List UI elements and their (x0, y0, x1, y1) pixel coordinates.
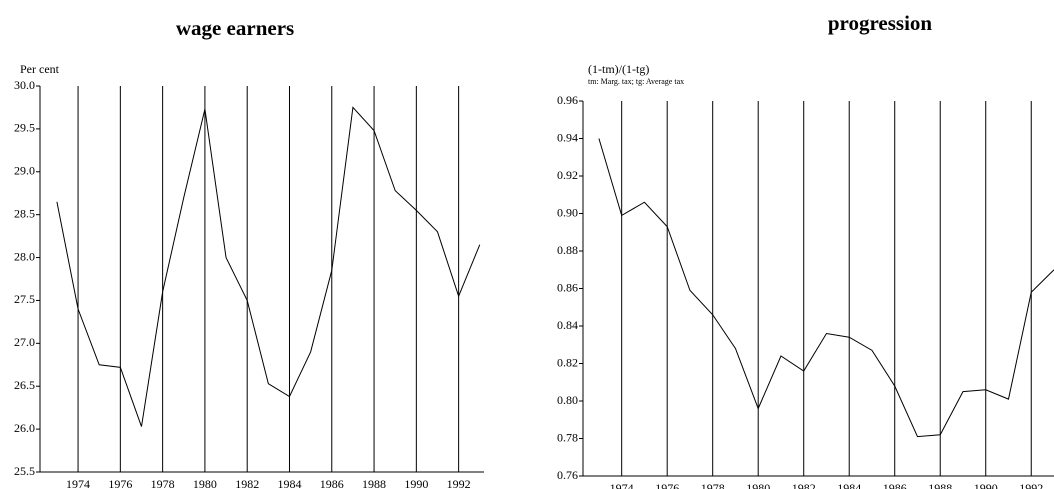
x-tick-label: 1986 (883, 481, 907, 489)
x-tick-label: 1982 (792, 481, 816, 489)
y-tick-label: 28.5 (14, 206, 35, 220)
y-tick-label: 0.84 (557, 318, 578, 332)
x-tick-label: 1974 (66, 477, 90, 489)
y-tick-label: 0.78 (557, 430, 578, 444)
x-tick-label: 1988 (362, 477, 386, 489)
data-line (598, 138, 1054, 438)
x-tick-label: 1976 (108, 477, 132, 489)
chart-title: progression (828, 11, 933, 35)
y-tick-label: 26.5 (14, 378, 35, 392)
y-tick-label: 0.90 (557, 205, 578, 219)
y-tick-label: 29.5 (14, 121, 35, 135)
x-tick-label: 1984 (837, 481, 861, 489)
x-tick-label: 1992 (1019, 481, 1043, 489)
y-tick-label: 25.5 (14, 464, 35, 478)
y-tick-label: 0.80 (557, 393, 578, 407)
x-tick-label: 1978 (701, 481, 725, 489)
x-tick-label: 1976 (655, 481, 679, 489)
y-tick-label: 27.5 (14, 292, 35, 306)
x-tick-label: 1974 (610, 481, 634, 489)
y-tick-label: 26.0 (14, 421, 35, 435)
x-tick-label: 1988 (928, 481, 952, 489)
x-tick-label: 1992 (447, 477, 471, 489)
y-tick-label: 0.94 (557, 130, 578, 144)
y-tick-label: 0.88 (557, 243, 578, 257)
y-tick-label: 29.0 (14, 164, 35, 178)
x-tick-label: 1986 (320, 477, 344, 489)
y-tick-label: 28.0 (14, 249, 35, 263)
x-tick-label: 1980 (746, 481, 770, 489)
x-tick-label: 1984 (277, 477, 301, 489)
y-axis-label: Per cent (20, 62, 60, 76)
x-tick-label: 1982 (235, 477, 259, 489)
axis-note: tm: Marg. tax; tg: Average tax (588, 77, 684, 86)
y-tick-label: 0.76 (557, 468, 578, 482)
y-tick-label: 0.92 (557, 168, 578, 182)
y-tick-label: 30.0 (14, 78, 35, 92)
y-tick-label: 0.86 (557, 280, 578, 294)
y-tick-label: 0.96 (557, 93, 578, 107)
x-tick-label: 1978 (151, 477, 175, 489)
y-axis-label: (1-tm)/(1-tg) (588, 62, 649, 76)
x-tick-label: 1990 (974, 481, 998, 489)
data-line (56, 106, 481, 427)
chart-title: wage earners (176, 16, 294, 40)
x-tick-label: 1980 (193, 477, 217, 489)
x-tick-label: 1990 (404, 477, 428, 489)
y-tick-label: 27.0 (14, 335, 35, 349)
y-tick-label: 0.82 (557, 355, 578, 369)
